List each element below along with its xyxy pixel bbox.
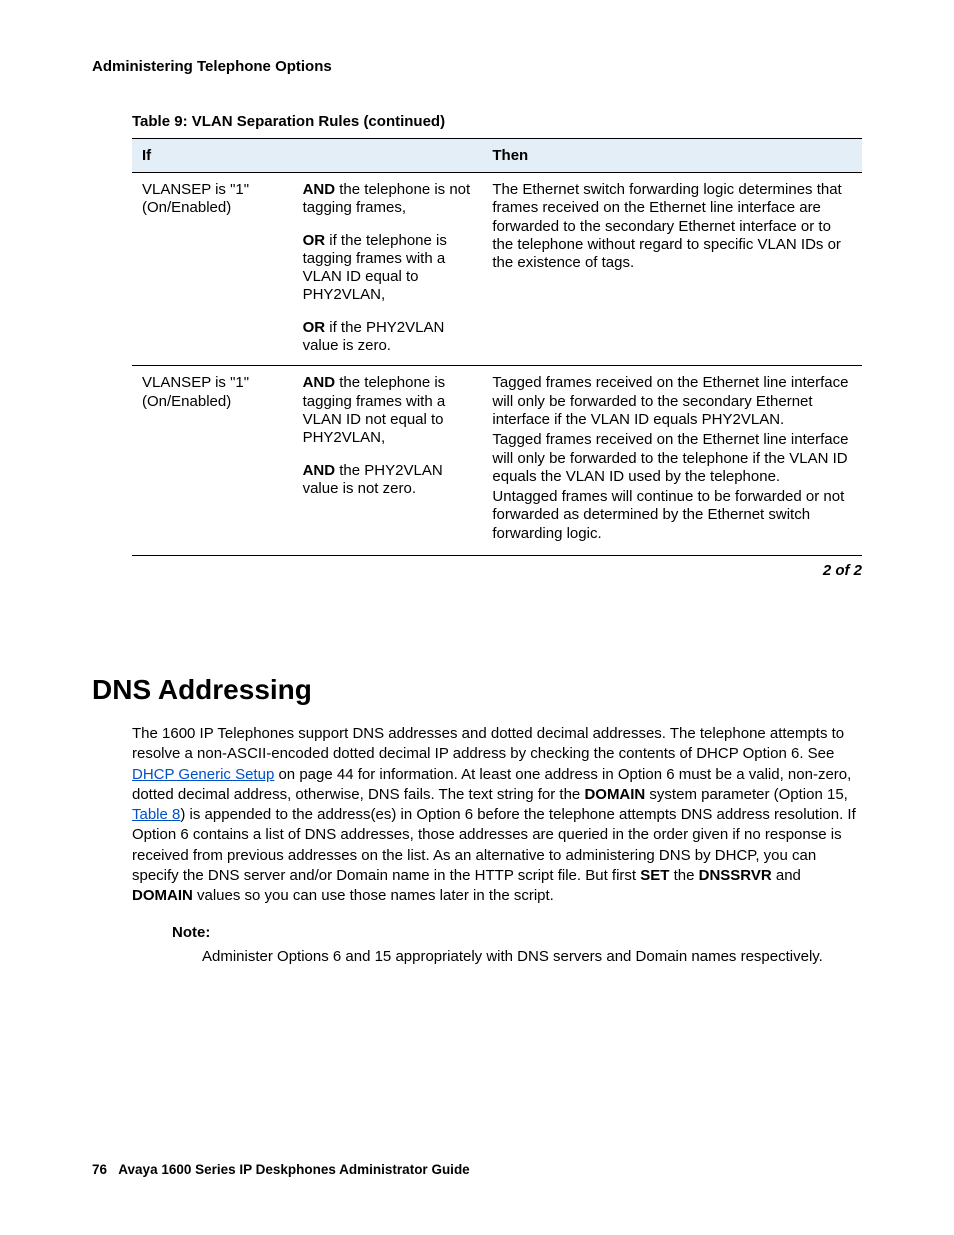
page-header: Administering Telephone Options xyxy=(92,58,862,75)
cond-lead: AND xyxy=(303,374,336,391)
para-text: values so you can use those names later … xyxy=(193,887,554,904)
note-label: Note: xyxy=(172,924,862,941)
dns-paragraph: The 1600 IP Telephones support DNS addre… xyxy=(132,724,862,906)
section-heading-dns: DNS Addressing xyxy=(92,674,862,706)
cond-rest: if the telephone is tagging frames with … xyxy=(303,232,447,304)
bold-domain: DOMAIN xyxy=(584,786,645,803)
cell-if: VLANSEP is "1" (On/Enabled) xyxy=(132,366,293,556)
cell-if: VLANSEP is "1" (On/Enabled) xyxy=(132,173,293,366)
table-row: VLANSEP is "1" (On/Enabled) AND the tele… xyxy=(132,366,862,556)
cell-then: Tagged frames received on the Ethernet l… xyxy=(482,366,862,556)
then-text: Untagged frames will continue to be forw… xyxy=(492,488,852,543)
bold-domain2: DOMAIN xyxy=(132,887,193,904)
link-dhcp-generic-setup[interactable]: DHCP Generic Setup xyxy=(132,766,274,783)
then-text: The Ethernet switch forwarding logic det… xyxy=(492,181,852,272)
table-col-if: If xyxy=(132,139,482,173)
vlan-rules-table: If Then VLANSEP is "1" (On/Enabled) AND … xyxy=(132,138,862,556)
cond-lead: AND xyxy=(303,462,336,479)
table-pager: 2 of 2 xyxy=(132,562,862,579)
doc-title: Avaya 1600 Series IP Deskphones Administ… xyxy=(118,1162,469,1177)
para-text: system parameter (Option 15, xyxy=(645,786,848,803)
then-text: Tagged frames received on the Ethernet l… xyxy=(492,431,852,486)
page-footer: 76 Avaya 1600 Series IP Deskphones Admin… xyxy=(92,1162,470,1177)
table-col-then: Then xyxy=(482,139,862,173)
cond-lead: AND xyxy=(303,181,336,198)
table-title: Table 9: VLAN Separation Rules (continue… xyxy=(132,113,862,130)
cond-lead: OR xyxy=(303,232,326,249)
cell-cond: AND the telephone is not tagging frames,… xyxy=(293,173,483,366)
note-body: Administer Options 6 and 15 appropriatel… xyxy=(202,947,862,967)
then-text: Tagged frames received on the Ethernet l… xyxy=(492,374,852,429)
cond-lead: OR xyxy=(303,319,326,336)
bold-set: SET xyxy=(640,867,669,884)
table-row: VLANSEP is "1" (On/Enabled) AND the tele… xyxy=(132,173,862,366)
page-number: 76 xyxy=(92,1162,107,1177)
para-text: The 1600 IP Telephones support DNS addre… xyxy=(132,725,844,762)
para-text: the xyxy=(669,867,698,884)
para-text: and xyxy=(772,867,801,884)
bold-dnssrvr: DNSSRVR xyxy=(699,867,772,884)
cell-then: The Ethernet switch forwarding logic det… xyxy=(482,173,862,366)
cell-cond: AND the telephone is tagging frames with… xyxy=(293,366,483,556)
link-table-8[interactable]: Table 8 xyxy=(132,806,180,823)
